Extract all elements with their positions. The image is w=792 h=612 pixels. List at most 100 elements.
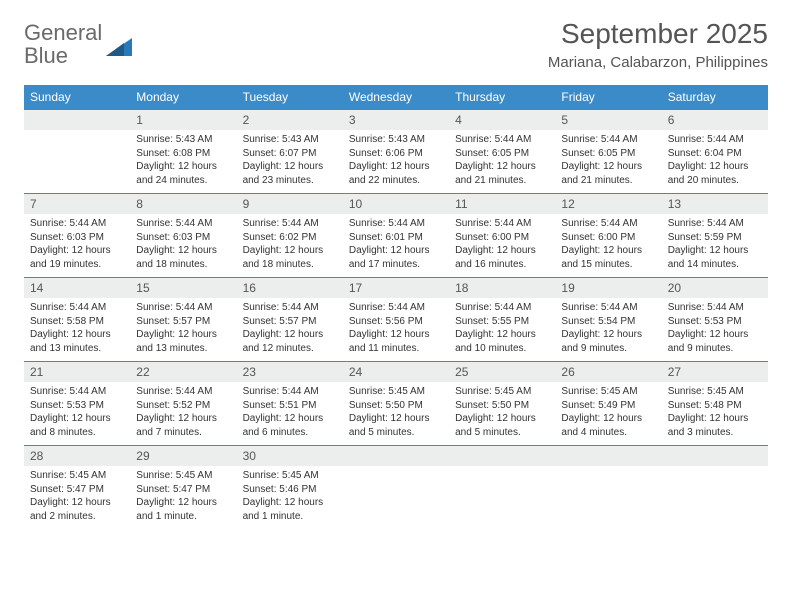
day-details: Sunrise: 5:44 AMSunset: 5:52 PMDaylight:…	[130, 382, 236, 445]
day-number: 26	[555, 362, 661, 382]
daylight-text: and 6 minutes.	[243, 426, 337, 440]
sunset-text: Sunset: 6:00 PM	[455, 231, 549, 245]
daylight-text: Daylight: 12 hours	[30, 496, 124, 510]
calendar-cell: 7Sunrise: 5:44 AMSunset: 6:03 PMDaylight…	[24, 194, 130, 278]
day-details: Sunrise: 5:43 AMSunset: 6:07 PMDaylight:…	[237, 130, 343, 193]
calendar-cell: 29Sunrise: 5:45 AMSunset: 5:47 PMDayligh…	[130, 446, 236, 530]
daylight-text: and 13 minutes.	[30, 342, 124, 356]
daylight-text: Daylight: 12 hours	[349, 160, 443, 174]
daylight-text: Daylight: 12 hours	[561, 160, 655, 174]
daylight-text: Daylight: 12 hours	[349, 412, 443, 426]
day-details: Sunrise: 5:44 AMSunset: 5:57 PMDaylight:…	[237, 298, 343, 361]
daylight-text: Daylight: 12 hours	[136, 244, 230, 258]
daylight-text: Daylight: 12 hours	[136, 496, 230, 510]
calendar-table: SundayMondayTuesdayWednesdayThursdayFrid…	[24, 85, 768, 529]
daylight-text: Daylight: 12 hours	[561, 328, 655, 342]
calendar-cell: 4Sunrise: 5:44 AMSunset: 6:05 PMDaylight…	[449, 110, 555, 194]
daylight-text: and 10 minutes.	[455, 342, 549, 356]
sunrise-text: Sunrise: 5:44 AM	[668, 133, 762, 147]
sunrise-text: Sunrise: 5:44 AM	[30, 301, 124, 315]
sunset-text: Sunset: 5:48 PM	[668, 399, 762, 413]
sunrise-text: Sunrise: 5:43 AM	[349, 133, 443, 147]
day-number: 14	[24, 278, 130, 298]
day-number: 11	[449, 194, 555, 214]
daylight-text: and 16 minutes.	[455, 258, 549, 272]
daylight-text: and 5 minutes.	[349, 426, 443, 440]
calendar-cell: 24Sunrise: 5:45 AMSunset: 5:50 PMDayligh…	[343, 362, 449, 446]
daylight-text: Daylight: 12 hours	[243, 496, 337, 510]
sunrise-text: Sunrise: 5:44 AM	[455, 217, 549, 231]
day-number: 29	[130, 446, 236, 466]
sunrise-text: Sunrise: 5:45 AM	[30, 469, 124, 483]
sunrise-text: Sunrise: 5:44 AM	[668, 217, 762, 231]
daylight-text: Daylight: 12 hours	[243, 412, 337, 426]
day-details: Sunrise: 5:45 AMSunset: 5:47 PMDaylight:…	[24, 466, 130, 529]
day-number: 13	[662, 194, 768, 214]
sunset-text: Sunset: 6:03 PM	[30, 231, 124, 245]
sunrise-text: Sunrise: 5:45 AM	[561, 385, 655, 399]
sunrise-text: Sunrise: 5:44 AM	[668, 301, 762, 315]
daylight-text: Daylight: 12 hours	[243, 328, 337, 342]
sunset-text: Sunset: 6:05 PM	[455, 147, 549, 161]
daylight-text: and 19 minutes.	[30, 258, 124, 272]
sunset-text: Sunset: 5:55 PM	[455, 315, 549, 329]
daylight-text: and 1 minute.	[136, 510, 230, 524]
calendar-cell: 10Sunrise: 5:44 AMSunset: 6:01 PMDayligh…	[343, 194, 449, 278]
sunset-text: Sunset: 5:59 PM	[668, 231, 762, 245]
day-number: 23	[237, 362, 343, 382]
day-number: 9	[237, 194, 343, 214]
daylight-text: Daylight: 12 hours	[243, 160, 337, 174]
weekday-header: Sunday	[24, 85, 130, 110]
calendar-cell: 15Sunrise: 5:44 AMSunset: 5:57 PMDayligh…	[130, 278, 236, 362]
daylight-text: and 21 minutes.	[455, 174, 549, 188]
day-details: Sunrise: 5:44 AMSunset: 6:05 PMDaylight:…	[555, 130, 661, 193]
day-number: 6	[662, 110, 768, 130]
calendar-cell-empty	[449, 446, 555, 530]
sunset-text: Sunset: 6:06 PM	[349, 147, 443, 161]
calendar-cell: 20Sunrise: 5:44 AMSunset: 5:53 PMDayligh…	[662, 278, 768, 362]
day-number: 12	[555, 194, 661, 214]
daylight-text: and 22 minutes.	[349, 174, 443, 188]
sunset-text: Sunset: 5:54 PM	[561, 315, 655, 329]
day-number: 30	[237, 446, 343, 466]
calendar-cell: 16Sunrise: 5:44 AMSunset: 5:57 PMDayligh…	[237, 278, 343, 362]
day-details: Sunrise: 5:44 AMSunset: 5:51 PMDaylight:…	[237, 382, 343, 445]
daylight-text: Daylight: 12 hours	[455, 328, 549, 342]
daylight-text: and 20 minutes.	[668, 174, 762, 188]
calendar-cell: 9Sunrise: 5:44 AMSunset: 6:02 PMDaylight…	[237, 194, 343, 278]
daylight-text: Daylight: 12 hours	[668, 160, 762, 174]
calendar-cell: 1Sunrise: 5:43 AMSunset: 6:08 PMDaylight…	[130, 110, 236, 194]
sunset-text: Sunset: 5:49 PM	[561, 399, 655, 413]
day-details: Sunrise: 5:44 AMSunset: 6:00 PMDaylight:…	[555, 214, 661, 277]
day-number: 22	[130, 362, 236, 382]
calendar-week-row: 14Sunrise: 5:44 AMSunset: 5:58 PMDayligh…	[24, 278, 768, 362]
day-number: 3	[343, 110, 449, 130]
sunrise-text: Sunrise: 5:45 AM	[668, 385, 762, 399]
day-number-empty	[24, 110, 130, 130]
sunset-text: Sunset: 5:52 PM	[136, 399, 230, 413]
calendar-cell: 11Sunrise: 5:44 AMSunset: 6:00 PMDayligh…	[449, 194, 555, 278]
sunrise-text: Sunrise: 5:44 AM	[136, 217, 230, 231]
daylight-text: Daylight: 12 hours	[668, 412, 762, 426]
sunrise-text: Sunrise: 5:43 AM	[136, 133, 230, 147]
daylight-text: and 18 minutes.	[243, 258, 337, 272]
daylight-text: Daylight: 12 hours	[136, 412, 230, 426]
sunrise-text: Sunrise: 5:45 AM	[136, 469, 230, 483]
day-details: Sunrise: 5:44 AMSunset: 6:02 PMDaylight:…	[237, 214, 343, 277]
day-number-empty	[662, 446, 768, 466]
calendar-cell: 30Sunrise: 5:45 AMSunset: 5:46 PMDayligh…	[237, 446, 343, 530]
day-number-empty	[343, 446, 449, 466]
calendar-cell: 5Sunrise: 5:44 AMSunset: 6:05 PMDaylight…	[555, 110, 661, 194]
daylight-text: Daylight: 12 hours	[561, 244, 655, 258]
daylight-text: and 5 minutes.	[455, 426, 549, 440]
calendar-cell-empty	[24, 110, 130, 194]
day-details: Sunrise: 5:44 AMSunset: 5:57 PMDaylight:…	[130, 298, 236, 361]
day-number: 18	[449, 278, 555, 298]
day-number: 7	[24, 194, 130, 214]
day-number: 10	[343, 194, 449, 214]
sunset-text: Sunset: 5:57 PM	[136, 315, 230, 329]
calendar-cell: 23Sunrise: 5:44 AMSunset: 5:51 PMDayligh…	[237, 362, 343, 446]
day-number-empty	[449, 446, 555, 466]
calendar-body: 1Sunrise: 5:43 AMSunset: 6:08 PMDaylight…	[24, 110, 768, 530]
location-text: Mariana, Calabarzon, Philippines	[548, 54, 768, 71]
